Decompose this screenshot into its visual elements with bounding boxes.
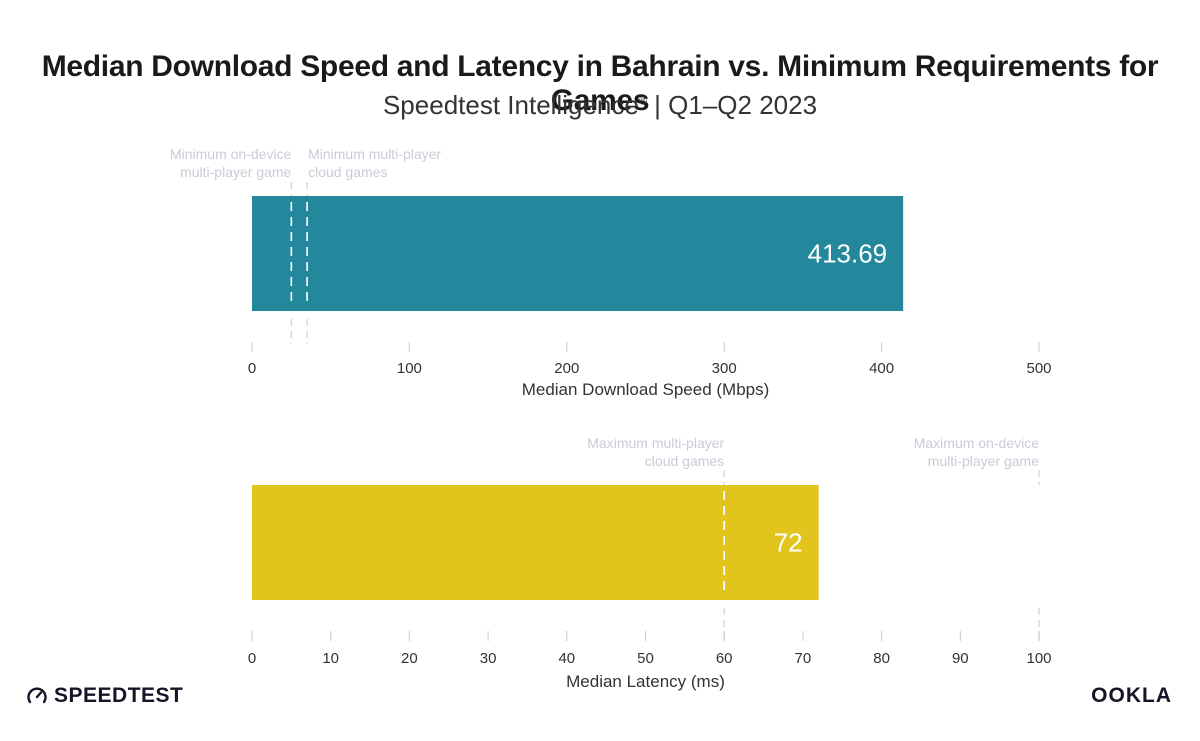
chart-2-x-tick-label-90: 90 xyxy=(952,650,969,667)
chart-1-reference-label-1-line-1: Minimum on-device xyxy=(170,146,292,162)
chart-2-reference-label-1-line-1: Maximum multi-player xyxy=(587,435,724,451)
chart-1-reference-label-1-line-2: multi-player game xyxy=(180,164,291,180)
chart-2-x-tick-label-0: 0 xyxy=(248,650,256,667)
chart-1-x-axis-label: Median Download Speed (Mbps) xyxy=(522,380,770,399)
chart-1-reference-label-2-line-2: cloud games xyxy=(308,164,387,180)
registered-mark: ® xyxy=(638,95,647,108)
chart-2-reference-label-2-line-1: Maximum on-device xyxy=(914,435,1039,451)
chart-2-x-axis-label: Median Latency (ms) xyxy=(566,672,725,691)
speedometer-icon xyxy=(27,687,47,704)
chart-title: Median Download Speed and Latency in Bah… xyxy=(41,50,1159,117)
chart-2-x-tick-label-10: 10 xyxy=(322,650,339,667)
chart-2-x-tick-label-60: 60 xyxy=(716,650,733,667)
subtitle-source: Speedtest Intelligence xyxy=(382,90,639,120)
chart-1-x-tick-label-100: 100 xyxy=(397,360,422,377)
speedtest-logo-text: SPEEDTEST xyxy=(54,684,184,707)
speedtest-logo: SPEEDTEST xyxy=(26,684,183,708)
chart-2-x-tick-label-40: 40 xyxy=(558,650,575,667)
chart-1-x-tick-label-300: 300 xyxy=(712,360,737,377)
chart-2-bar-value-label: 72 xyxy=(774,528,803,558)
chart-2-bar xyxy=(252,485,819,600)
chart-1-bar xyxy=(252,196,904,311)
chart-1-x-tick-label-400: 400 xyxy=(869,360,894,377)
chart-subtitle: Speedtest Intelligence® | Q1–Q2 2023 xyxy=(0,90,1200,121)
chart-2-x-tick-label-20: 20 xyxy=(401,650,418,667)
chart-2-x-tick-label-30: 30 xyxy=(480,650,497,667)
chart-1-x-tick-label-0: 0 xyxy=(248,360,256,377)
chart-1-bar-value-label: 413.69 xyxy=(808,239,888,269)
chart-2-x-tick-label-80: 80 xyxy=(873,650,890,667)
chart-2-reference-label-1-line-2: cloud games xyxy=(645,453,724,469)
chart-2-reference-label-2-line-2: multi-player game xyxy=(928,453,1039,469)
chart-1-x-tick-label-200: 200 xyxy=(554,360,579,377)
chart-2-x-tick-label-100: 100 xyxy=(1026,650,1051,667)
chart-2-x-tick-label-50: 50 xyxy=(637,650,654,667)
subtitle-period: | Q1–Q2 2023 xyxy=(646,90,818,120)
chart-1-x-tick-label-500: 500 xyxy=(1026,360,1051,377)
chart-2-x-tick-label-70: 70 xyxy=(795,650,812,667)
chart-1-reference-label-2-line-1: Minimum multi-player xyxy=(308,146,441,162)
ookla-logo: OOKLA xyxy=(1091,684,1172,707)
